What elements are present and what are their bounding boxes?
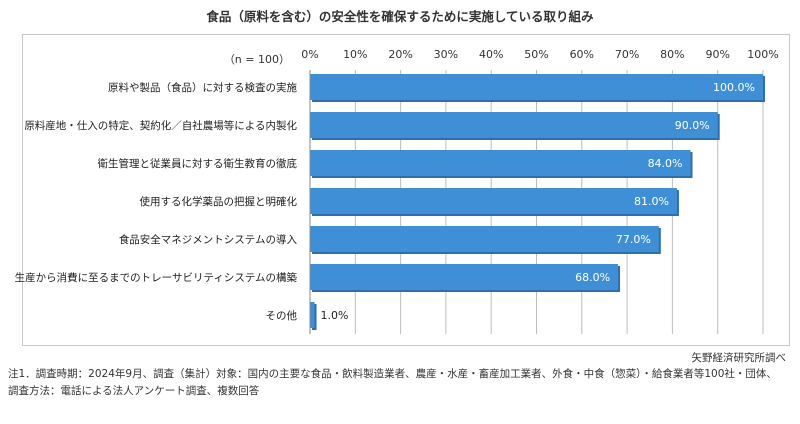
data-label: 84.0% [648,157,683,170]
bar [310,188,677,214]
bar [310,264,619,290]
bar [310,302,315,328]
note-line-2: 調査方法：電話による法人アンケート調査、複数回答 [8,385,260,397]
category-label: 使用する化学薬品の把握と明確化 [140,195,298,208]
source-label: 矢野経済研究所調べ [691,352,787,364]
x-tick-label: 0% [301,48,318,61]
bar [310,112,718,138]
x-tick-label: 70% [615,48,639,61]
x-tick-label: 90% [705,48,729,61]
chart-title: 食品（原料を含む）の安全性を確保するために実施している取り組み [206,9,594,24]
note-line-1: 注1．調査時期：2024年9月、調査（集計）対象：国内の主要な食品・飲料製造業者… [8,368,777,380]
bar [310,150,691,176]
x-tick-label: 60% [570,48,594,61]
x-tick-label: 80% [660,48,684,61]
x-tick-label: 50% [524,48,548,61]
data-label: 81.0% [634,195,669,208]
data-label: 1.0% [321,309,349,322]
n-label: （n = 100） [224,53,290,66]
data-label: 90.0% [675,119,710,132]
x-tick-label: 40% [479,48,503,61]
category-label: 食品安全マネジメントシステムの導入 [119,233,298,246]
x-tick-label: 100% [747,48,778,61]
category-label: 生産から消費に至るまでのトレーサビリティシステムの構築 [15,271,298,284]
category-label: 衛生管理と従業員に対する衛生教育の徹底 [98,157,298,170]
category-label: 原料や製品（食品）に対する検査の実施 [108,81,297,94]
category-label: その他 [266,309,298,322]
x-tick-label: 20% [388,48,412,61]
category-label: 原料産地・仕入の特定、契約化／自社農場等による内製化 [24,119,297,132]
bar [310,74,763,100]
bar [310,226,659,252]
data-label: 100.0% [713,81,755,94]
x-tick-label: 10% [343,48,367,61]
data-label: 68.0% [575,271,610,284]
data-label: 77.0% [616,233,651,246]
x-tick-label: 30% [434,48,458,61]
